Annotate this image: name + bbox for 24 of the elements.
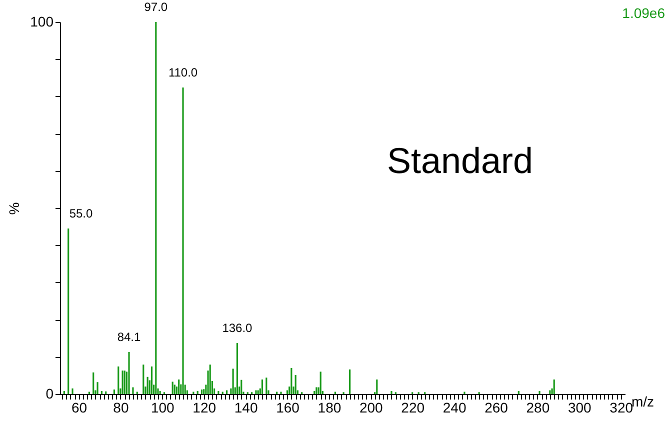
y-axis-title: % [6, 202, 22, 215]
x-tick-label: 180 [318, 400, 342, 416]
text: 1.09e6 [622, 5, 666, 21]
x-axis-title: m/z [632, 394, 654, 410]
x-tick-label: 160 [276, 400, 300, 416]
x-tick-label: 100 [150, 400, 175, 416]
x-tick-label: 240 [442, 400, 466, 416]
x-tick-label: 200 [359, 400, 384, 416]
annotation: Standard [386, 140, 534, 181]
x-tick-label: 280 [526, 400, 550, 416]
x-tick-label: 60 [71, 400, 88, 416]
annotation: 110.0 [168, 65, 198, 80]
x-tick-label: 140 [234, 400, 258, 416]
x-tick-label: 300 [568, 400, 592, 416]
x-tick-label: 320 [610, 400, 634, 416]
annotation: 97.0 [144, 0, 168, 14]
x-tick-label: 220 [401, 400, 425, 416]
x-tick-label: 260 [484, 400, 508, 416]
x-tick-label: 80 [113, 400, 129, 416]
x-tick-label: 120 [192, 400, 216, 416]
y-tick-label: 0 [46, 386, 54, 402]
annotation: 136.0 [222, 321, 253, 336]
annotation: 84.1 [117, 330, 142, 344]
annotation: 55.0 [69, 206, 94, 220]
